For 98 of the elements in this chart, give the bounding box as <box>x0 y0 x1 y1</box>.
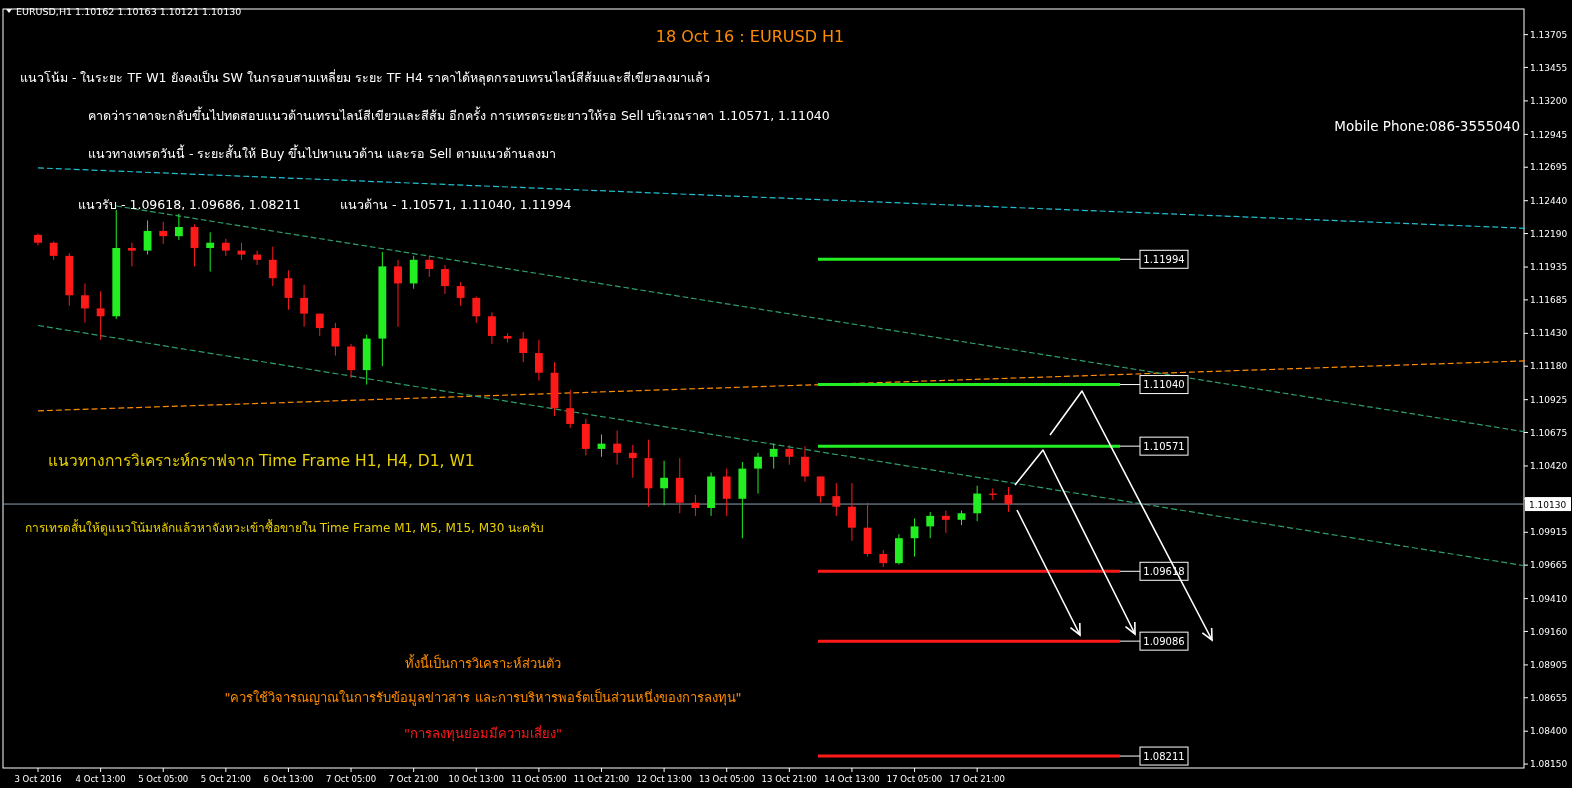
candlestick <box>926 511 935 539</box>
candlestick <box>472 296 481 324</box>
chart-subtitle: EURUSD,H1 1.10162 1.10163 1.10121 1.10130 <box>16 6 242 17</box>
y-tick-label: 1.12945 <box>1530 129 1568 140</box>
candlestick <box>143 219 152 256</box>
x-tick-label: 7 Oct 05:00 <box>326 774 377 784</box>
annotation: ทั้งนี้เป็นการวิเคราะห์ส่วนตัว <box>405 654 561 671</box>
candlestick <box>519 331 528 363</box>
candlestick <box>190 223 199 267</box>
y-tick-label: 1.10420 <box>1530 461 1568 472</box>
candlestick <box>49 240 58 261</box>
y-tick-label: 1.08400 <box>1530 726 1568 737</box>
candlestick <box>566 389 575 429</box>
candlestick <box>832 482 841 517</box>
y-tick-label: 1.12190 <box>1530 228 1568 239</box>
candlestick <box>973 485 982 522</box>
candlestick <box>613 430 622 466</box>
candlestick <box>660 460 669 506</box>
candlestick <box>456 281 465 307</box>
annotation: แนวโน้ม - ในระยะ TF W1 ยังคงเป็น SW ในกรอบสามเหลี่ยม ระยะ TF H4 ราคาได้หลุดกรอบเทรนไลน์สีส้มและสีเขียวลงมาแล้ว <box>20 69 710 86</box>
y-tick-label: 1.10675 <box>1530 427 1568 438</box>
x-tick-label: 12 Oct 13:00 <box>636 774 692 784</box>
candlestick <box>769 443 778 470</box>
x-tick-label: 4 Oct 13:00 <box>75 774 126 784</box>
candlestick <box>848 482 856 542</box>
candlestick <box>206 231 215 273</box>
candlestick <box>534 339 543 382</box>
x-tick-label: 10 Oct 13:00 <box>448 774 504 784</box>
x-tick-label: 5 Oct 05:00 <box>138 774 189 784</box>
y-tick-label: 1.09410 <box>1530 593 1568 604</box>
x-tick-label: 13 Oct 05:00 <box>699 774 755 784</box>
ref-line-label: 1.11994 <box>1143 253 1185 265</box>
annotation: แนวทางเทรดวันนี้ - ระยะสั้นให้ Buy ขึ้นไปหาแนวต้าน และรอ Sell ตามแนวต้านลงมา <box>88 144 556 161</box>
candlestick <box>394 259 402 328</box>
candlestick <box>801 445 809 483</box>
y-tick-label: 1.11430 <box>1530 328 1568 339</box>
y-tick-label: 1.11180 <box>1530 361 1568 372</box>
y-tick-label: 1.12440 <box>1530 195 1568 206</box>
annotation: การเทรดสั้นให้ดูแนวโน้มหลักแล้วหาจังหวะเข้าซื้อขายใน Time Frame M1, M5, M15, M30 นะครับ <box>25 519 545 536</box>
annotation: คาดว่าราคาจะกลับขึ้นไปทดสอบแนวต้านเทรนไลน์สีเขียวและสีส้ม อีกครั้ง การเทรดระยะยาวให้รอ Sell บริเวณราคา 1.10571, 1.11040 <box>88 106 830 123</box>
candlestick <box>174 213 183 241</box>
x-tick-label: 11 Oct 21:00 <box>573 774 630 784</box>
candlestick <box>268 246 277 287</box>
y-tick-label: 1.09915 <box>1530 527 1568 538</box>
x-tick-label: 14 Oct 13:00 <box>824 774 880 784</box>
x-tick-label: 13 Oct 21:00 <box>761 774 818 784</box>
candlestick <box>785 444 794 466</box>
candlestick <box>81 282 89 324</box>
x-tick-label: 6 Oct 13:00 <box>263 774 314 784</box>
annotation: แนวทางการวิเคราะห์กราฟจาก Time Frame H1, H4, D1, W1 <box>48 452 475 470</box>
y-tick-label: 1.09160 <box>1530 626 1568 637</box>
x-tick-label: 17 Oct 21:00 <box>949 774 1005 784</box>
x-tick-label: 5 Oct 21:00 <box>200 774 251 784</box>
x-tick-label: 7 Oct 21:00 <box>388 774 439 784</box>
annotation: แนวต้าน - 1.10571, 1.11040, 1.11994 <box>340 197 572 212</box>
annotation: "การลงทุนย่อมมีความเสี่ยง" <box>404 725 562 742</box>
y-tick-label: 1.09665 <box>1530 560 1568 571</box>
candlestick <box>284 269 293 311</box>
candlestick <box>96 290 105 341</box>
x-tick-label: 17 Oct 05:00 <box>886 774 943 784</box>
y-tick-label: 1.13200 <box>1530 96 1568 107</box>
annotation: แนวรับ - 1.09618, 1.09686, 1.08211 <box>78 197 301 212</box>
candlestick <box>331 322 340 357</box>
candlestick <box>691 494 700 517</box>
candlestick <box>628 444 637 479</box>
candlestick <box>347 343 355 379</box>
y-tick-label: 1.08150 <box>1530 759 1568 770</box>
y-tick-label: 1.08905 <box>1530 660 1568 671</box>
candlestick <box>816 475 825 504</box>
candlestick <box>425 255 434 278</box>
candlestick <box>488 311 496 345</box>
candlestick <box>300 284 309 328</box>
ref-line-label: 1.08211 <box>1143 750 1185 762</box>
annotation: "ควรใช้วิจารณญาณในการรับข้อมูลข่าวสาร และการบริหารพอร์ตเป็นส่วนหนึ่งของการลงทุน" <box>224 688 742 706</box>
candlestick <box>409 255 418 290</box>
y-tick-label: 1.13705 <box>1530 29 1568 40</box>
y-tick-label: 1.12695 <box>1530 162 1568 173</box>
candlestick <box>910 518 919 558</box>
y-tick-label: 1.11935 <box>1530 262 1568 273</box>
annotation: Mobile Phone:086-3555040 <box>1334 118 1520 134</box>
candlestick <box>159 221 168 245</box>
ref-line-label: 1.11040 <box>1143 379 1185 391</box>
text: 18 Oct 16 : EURUSD H1 <box>655 27 845 46</box>
y-tick-label: 1.08655 <box>1530 692 1568 703</box>
x-tick-label: 11 Oct 05:00 <box>511 774 567 784</box>
candlestick <box>128 242 136 267</box>
candlestick <box>754 452 762 495</box>
y-tick-label: 1.11685 <box>1530 295 1568 306</box>
x-tick-label: 3 Oct 2016 <box>14 774 62 784</box>
ref-line-label: 1.10571 <box>1143 440 1185 452</box>
candlestick <box>253 250 262 266</box>
candlestick <box>722 468 731 517</box>
candlestick <box>441 264 449 295</box>
y-tick-label: 1.10925 <box>1530 394 1568 405</box>
candlestick <box>941 510 950 534</box>
ref-line-label: 1.09086 <box>1143 635 1185 647</box>
ref-line-label: 1.10130 <box>1529 499 1567 510</box>
y-tick-label: 1.13455 <box>1530 62 1568 73</box>
